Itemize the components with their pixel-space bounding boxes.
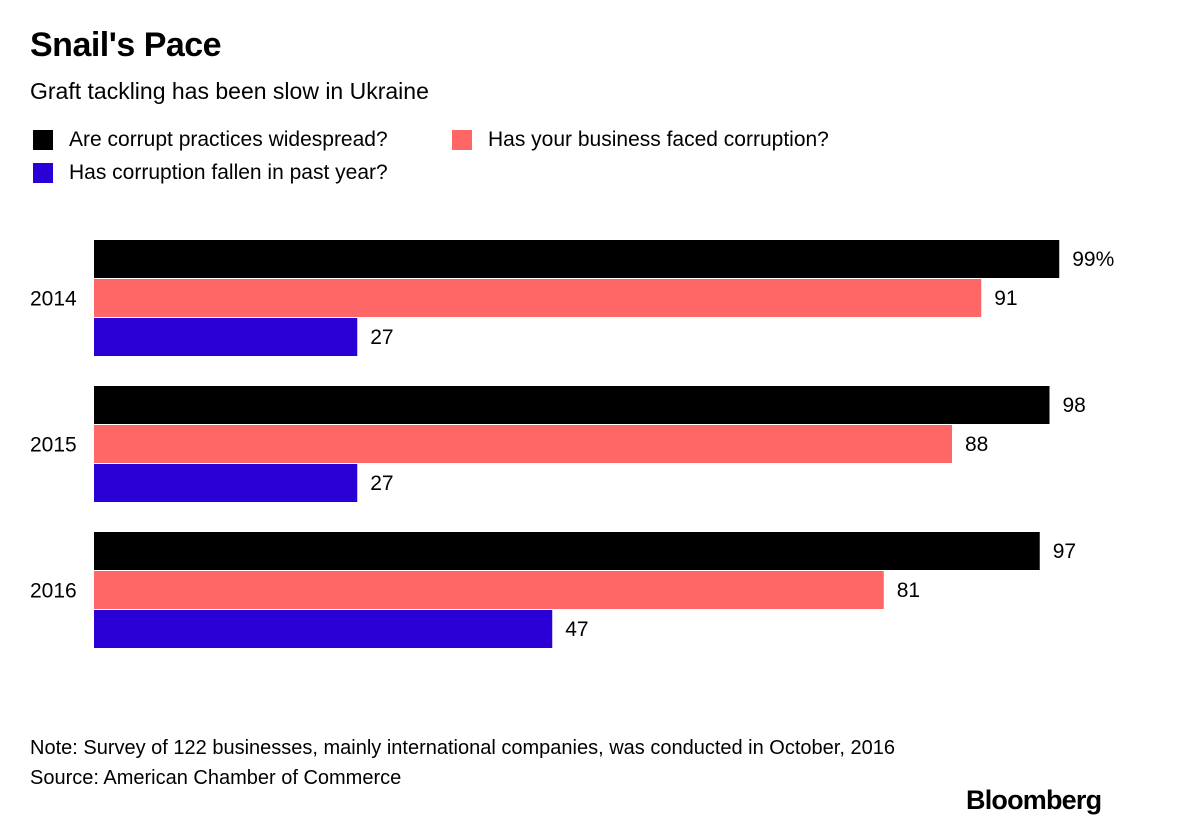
legend-swatch-blue bbox=[33, 163, 53, 183]
category-label-2014: 2014 bbox=[30, 288, 77, 311]
legend-swatch-red bbox=[452, 130, 472, 150]
legend-item-fallen: Has corruption fallen in past year? bbox=[33, 161, 388, 185]
value-label-2014-are-corrupt-practices-widespread: 99% bbox=[1072, 248, 1114, 271]
value-label-2016-has-your-business-faced-corruption: 81 bbox=[897, 579, 920, 602]
bloomberg-logo: Bloomberg bbox=[966, 785, 1102, 815]
bar-2014-are-corrupt-practices-widespread bbox=[94, 240, 1060, 278]
value-label-2015-are-corrupt-practices-widespread: 98 bbox=[1063, 394, 1086, 417]
bar-2016-has-corruption-fallen-in-past-year bbox=[94, 610, 553, 648]
value-label-2014-has-corruption-fallen-in-past-year: 27 bbox=[370, 326, 393, 349]
value-label-2015-has-your-business-faced-corruption: 88 bbox=[965, 433, 988, 456]
chart-title: Snail's Pace bbox=[30, 26, 222, 64]
legend-label: Has your business faced corruption? bbox=[488, 128, 829, 151]
category-label-2015: 2015 bbox=[30, 434, 77, 457]
footer-note: Note: Survey of 122 businesses, mainly i… bbox=[30, 733, 910, 793]
category-label-2016: 2016 bbox=[30, 580, 77, 603]
survey-note: Note: Survey of 122 businesses, mainly i… bbox=[30, 737, 895, 759]
bar-2014-has-corruption-fallen-in-past-year bbox=[94, 318, 358, 356]
chart-subtitle: Graft tackling has been slow in Ukraine bbox=[30, 78, 429, 104]
legend-label: Has corruption fallen in past year? bbox=[69, 161, 388, 184]
legend-item-widespread: Are corrupt practices widespread? bbox=[33, 128, 388, 152]
source-note: Source: American Chamber of Commerce bbox=[30, 767, 402, 789]
bar-2015-has-your-business-faced-corruption bbox=[94, 425, 952, 463]
value-label-2014-has-your-business-faced-corruption: 91 bbox=[994, 287, 1017, 310]
bar-2016-are-corrupt-practices-widespread bbox=[94, 532, 1040, 570]
bar-2015-are-corrupt-practices-widespread bbox=[94, 386, 1050, 424]
bar-2015-has-corruption-fallen-in-past-year bbox=[94, 464, 358, 502]
value-label-2016-has-corruption-fallen-in-past-year: 47 bbox=[565, 618, 588, 641]
legend-label: Are corrupt practices widespread? bbox=[69, 128, 388, 151]
legend-item-business-faced: Has your business faced corruption? bbox=[452, 128, 829, 152]
value-label-2015-has-corruption-fallen-in-past-year: 27 bbox=[370, 472, 393, 495]
bar-2016-has-your-business-faced-corruption bbox=[94, 571, 884, 609]
bar-2014-has-your-business-faced-corruption bbox=[94, 279, 982, 317]
value-label-2016-are-corrupt-practices-widespread: 97 bbox=[1053, 540, 1076, 563]
bar-chart: 2014 99% 91 27 2015 98 88 27 2016 97 81 47 bbox=[30, 240, 1114, 648]
legend-swatch-black bbox=[33, 130, 53, 150]
